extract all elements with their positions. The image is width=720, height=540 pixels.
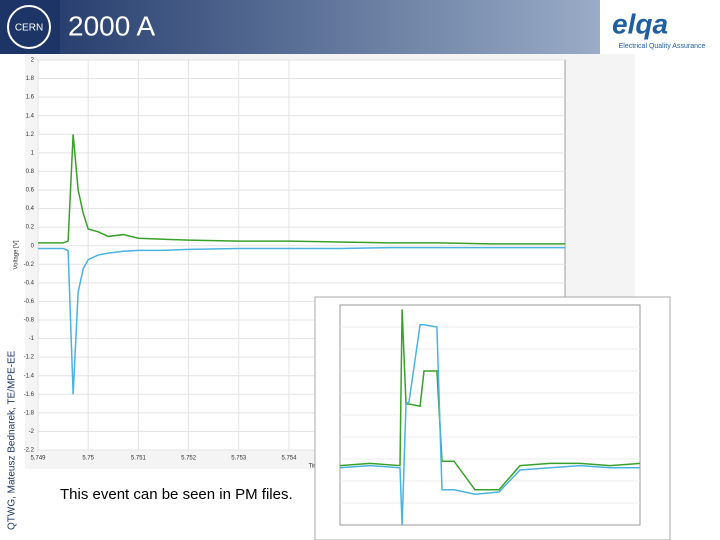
series-line <box>38 246 565 395</box>
y-tick-label: 0.8 <box>26 169 35 175</box>
x-tick-label: 5.753 <box>231 456 247 462</box>
x-tick-label: 5.752 <box>181 456 197 462</box>
y-tick-label: 0.4 <box>26 206 35 212</box>
y-tick-label: 0.2 <box>26 225 35 231</box>
y-tick-label: -1 <box>29 336 35 342</box>
x-tick-label: 5.754 <box>281 456 297 462</box>
y-tick-label: 1.2 <box>26 132 35 138</box>
y-tick-label: 0.6 <box>26 188 35 194</box>
y-tick-label: -0.8 <box>24 318 35 324</box>
slide-title: 2000 A <box>68 10 156 41</box>
series-line <box>38 134 565 245</box>
y-tick-label: -1.4 <box>24 373 35 379</box>
elqa-logo-bg <box>600 0 720 54</box>
caption: This event can be seen in PM files. <box>60 486 293 503</box>
y-tick-label: 1 <box>31 150 35 156</box>
y-tick-label: 1.4 <box>26 113 35 119</box>
cern-logo-ring <box>7 5 51 49</box>
y-tick-label: -1.8 <box>24 410 35 416</box>
series-line <box>339 324 640 526</box>
y-tick-label: 1.8 <box>26 76 35 82</box>
y-tick-label: -0.4 <box>24 280 35 286</box>
main-chart: 2 1.8 1.6 1.4 1.2 1 0.8 0.6 0.4 0.2 0 -0.2 -0.4 -0.6 -… <box>14 58 565 470</box>
y-tick-label: -0.2 <box>24 262 35 268</box>
y-tick-label: 2 <box>31 58 35 64</box>
y-tick-label: -1.2 <box>24 355 35 361</box>
y-axis-label: Voltage [V] <box>14 240 20 269</box>
x-tick-label: 5.749 <box>30 456 46 462</box>
side-text: QTWG, Mateusz Bednarek, TE/MPE-EE <box>7 350 18 530</box>
y-tick-label: 0 <box>31 243 35 249</box>
y-tick-label: 1.6 <box>26 95 35 101</box>
inset-chart <box>339 309 641 526</box>
x-tick-label: 5.751 <box>131 456 147 462</box>
y-tick-label: -0.6 <box>24 299 35 305</box>
cern-logo-text: CERN <box>15 23 43 34</box>
elqa-logo-text: elqa <box>612 8 668 39</box>
y-tick-label: -2.2 <box>24 448 35 454</box>
y-tick-label: -1.6 <box>24 392 35 398</box>
y-tick-label: -2 <box>29 429 35 435</box>
x-tick-label: 5.75 <box>82 456 94 462</box>
elqa-logo-sub: Electrical Quality Assurance <box>619 43 706 50</box>
